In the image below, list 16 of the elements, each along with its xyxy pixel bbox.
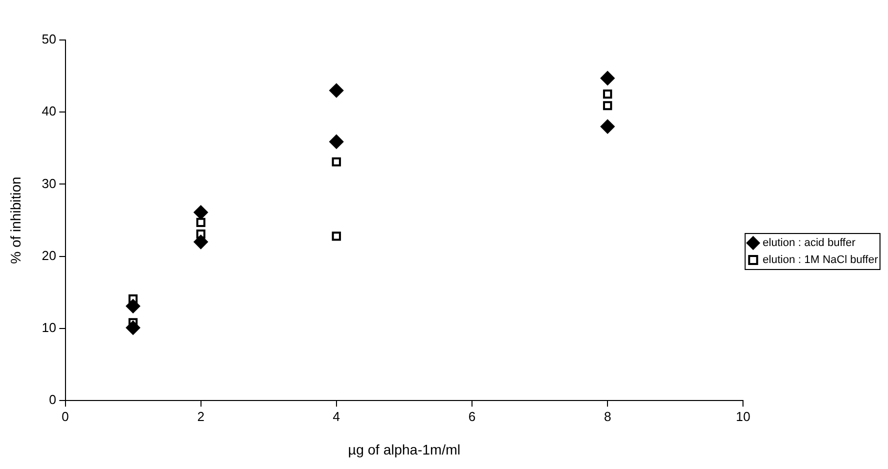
legend-label: elution : 1M NaCl buffer bbox=[762, 254, 878, 266]
legend-label: elution : acid buffer bbox=[762, 237, 856, 250]
y-axis-title: % of inhibition bbox=[7, 176, 24, 264]
x-tick-label: 6 bbox=[468, 408, 476, 424]
y-tick-label: 20 bbox=[42, 248, 56, 263]
x-axis-title: µg of alpha-1m/ml bbox=[348, 441, 460, 458]
y-tick-label: 30 bbox=[42, 176, 56, 191]
x-tick-label: 2 bbox=[197, 408, 204, 424]
x-tick-label: 4 bbox=[332, 408, 340, 424]
x-tick-label: 8 bbox=[604, 408, 612, 424]
y-tick-label: 10 bbox=[42, 320, 56, 336]
x-tick-label: 10 bbox=[736, 408, 750, 424]
y-tick-label: 40 bbox=[42, 104, 56, 119]
y-tick-label: 50 bbox=[42, 32, 56, 47]
x-tick-label: 0 bbox=[62, 408, 69, 424]
y-tick-label: 0 bbox=[49, 392, 56, 408]
